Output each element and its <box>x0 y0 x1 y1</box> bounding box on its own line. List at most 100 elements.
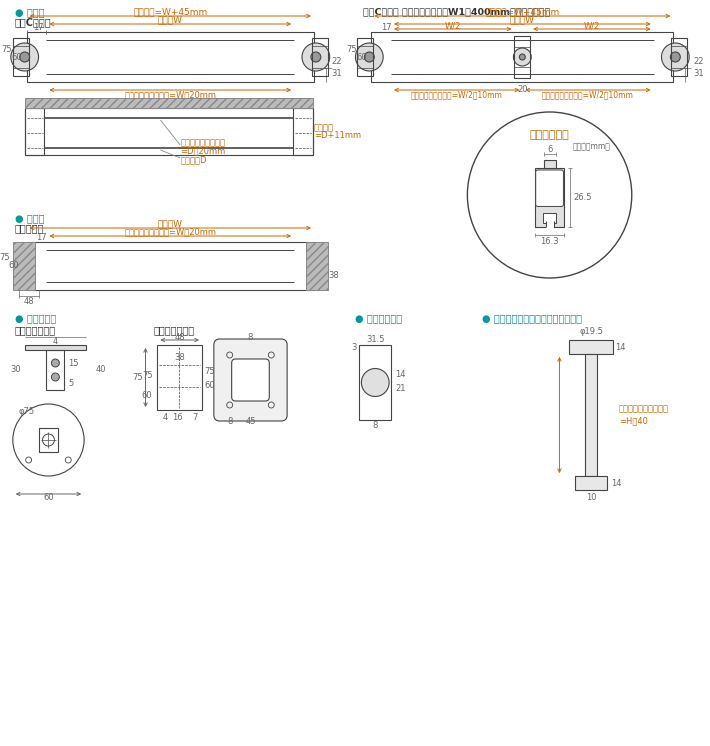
Circle shape <box>51 373 60 381</box>
Bar <box>535 168 564 227</box>
Text: 60: 60 <box>43 494 54 503</box>
Bar <box>544 160 555 168</box>
Text: 16: 16 <box>172 413 182 421</box>
Text: ● ブラケット: ● ブラケット <box>15 313 56 323</box>
Text: 48: 48 <box>175 333 185 342</box>
Text: 21: 21 <box>395 384 405 393</box>
Text: 製品幅W: 製品幅W <box>158 16 182 25</box>
Text: 14: 14 <box>615 342 626 351</box>
Text: 75: 75 <box>132 373 143 382</box>
Text: 40: 40 <box>96 366 106 374</box>
Text: =H－40: =H－40 <box>619 416 648 425</box>
Circle shape <box>467 112 632 278</box>
Circle shape <box>519 54 525 60</box>
Circle shape <box>11 43 38 71</box>
Text: 75: 75 <box>1 45 12 54</box>
Text: φ19.5: φ19.5 <box>579 327 603 336</box>
Circle shape <box>361 369 389 397</box>
Text: 14: 14 <box>611 478 621 487</box>
Bar <box>575 476 607 490</box>
Text: レール断面図: レール断面図 <box>530 130 569 140</box>
Text: W/2: W/2 <box>584 22 600 31</box>
Text: =D－20mm: =D－20mm <box>180 146 225 155</box>
Text: 17: 17 <box>36 233 47 242</box>
Text: ● 吹きポール（固定アダプター付）: ● 吹きポール（固定アダプター付） <box>482 313 582 323</box>
Text: 正面Cタイプ: 正面Cタイプ <box>15 17 51 27</box>
Text: 本体バーカット長さ=W/2－10mm: 本体バーカット長さ=W/2－10mm <box>411 90 503 99</box>
Text: 31.5: 31.5 <box>366 334 385 343</box>
Text: φ75: φ75 <box>18 407 35 416</box>
Text: 16.3: 16.3 <box>540 236 559 245</box>
Text: 8: 8 <box>373 421 378 430</box>
Text: 60: 60 <box>356 52 366 61</box>
FancyBboxPatch shape <box>231 359 269 401</box>
Text: 48: 48 <box>23 298 34 307</box>
Bar <box>312 38 328 76</box>
Text: 製品外寻=W+45mm: 製品外寻=W+45mm <box>133 7 207 16</box>
Bar <box>357 38 373 76</box>
Text: 38: 38 <box>328 271 339 280</box>
FancyBboxPatch shape <box>536 170 564 207</box>
FancyBboxPatch shape <box>214 339 287 421</box>
Text: （単位：mm）: （単位：mm） <box>572 142 610 151</box>
Bar <box>306 242 328 290</box>
Text: 22: 22 <box>332 57 342 66</box>
Text: 17: 17 <box>381 24 391 33</box>
Text: 本体バーカット長さ=W－20mm: 本体バーカット長さ=W－20mm <box>124 90 217 99</box>
Circle shape <box>513 48 531 66</box>
Text: 本体バーカット長さ=W－20mm: 本体バーカット長さ=W－20mm <box>124 228 217 236</box>
Bar <box>293 108 313 155</box>
Text: W/2: W/2 <box>444 22 461 31</box>
Text: 壁面タイプ: 壁面タイプ <box>15 223 44 233</box>
Circle shape <box>20 52 30 62</box>
Bar <box>27 32 314 82</box>
Text: ● 壁面付: ● 壁面付 <box>15 213 44 223</box>
Text: =D+11mm: =D+11mm <box>314 131 361 140</box>
Text: 26.5: 26.5 <box>573 193 591 202</box>
Circle shape <box>51 359 60 367</box>
Circle shape <box>13 404 84 476</box>
Bar <box>38 428 58 452</box>
Text: 60: 60 <box>204 380 215 389</box>
Bar <box>158 345 202 410</box>
Text: 本体バーカット長さ=W/2－10mm: 本体バーカット長さ=W/2－10mm <box>542 90 634 99</box>
Text: 15: 15 <box>68 359 79 368</box>
Text: ● 正面付: ● 正面付 <box>15 7 44 17</box>
Text: 正面Cタイプ ジョイントあり（W1，400mmを超える場合）: 正面Cタイプ ジョイントあり（W1，400mmを超える場合） <box>364 7 551 16</box>
Bar <box>585 354 597 476</box>
Text: 7: 7 <box>192 413 197 421</box>
Text: 31: 31 <box>332 69 342 78</box>
Text: 製品幅W: 製品幅W <box>158 219 182 228</box>
Text: 8: 8 <box>248 333 253 342</box>
Text: 製品外寻=W+45mm: 製品外寻=W+45mm <box>485 7 559 16</box>
Bar <box>569 340 613 354</box>
Bar <box>359 345 391 420</box>
Text: ● バーキャップ: ● バーキャップ <box>356 313 403 323</box>
Bar <box>25 108 45 155</box>
Text: 4: 4 <box>163 413 168 421</box>
Text: 60: 60 <box>11 52 22 61</box>
Circle shape <box>302 43 329 71</box>
Text: 75: 75 <box>204 368 215 377</box>
Text: 5: 5 <box>68 378 74 387</box>
Text: 製品幅W: 製品幅W <box>510 16 535 25</box>
Circle shape <box>356 43 383 71</box>
Text: 吹きポールカット長さ: 吹きポールカット長さ <box>619 404 669 413</box>
Text: 75: 75 <box>0 254 10 263</box>
Bar <box>13 242 35 290</box>
Circle shape <box>311 52 321 62</box>
Bar <box>545 221 554 229</box>
Text: 壁面バーカット長さ: 壁面バーカット長さ <box>180 139 225 148</box>
Circle shape <box>364 52 374 62</box>
Text: 75: 75 <box>142 371 153 380</box>
Text: 22: 22 <box>693 57 704 66</box>
Bar <box>25 108 313 155</box>
Text: 31: 31 <box>693 69 704 78</box>
Text: 30: 30 <box>10 366 21 374</box>
Text: 製品外寻: 製品外寻 <box>314 124 334 133</box>
Text: 天井ブラケット: 天井ブラケット <box>15 325 56 335</box>
Text: 14: 14 <box>395 370 405 379</box>
Text: 6: 6 <box>547 145 552 154</box>
Bar <box>25 98 313 108</box>
Circle shape <box>670 52 680 62</box>
